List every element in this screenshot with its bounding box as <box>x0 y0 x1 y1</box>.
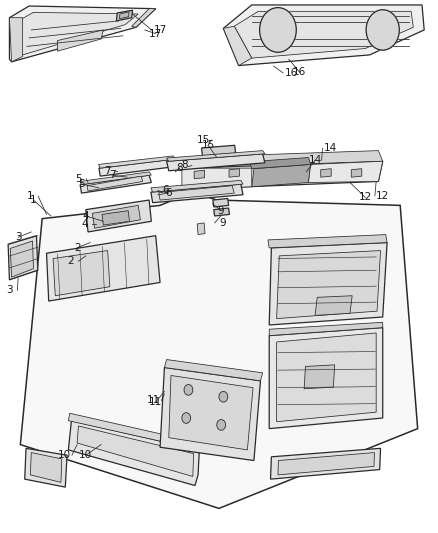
Text: 10: 10 <box>57 450 71 460</box>
Text: 2: 2 <box>74 243 81 253</box>
Polygon shape <box>159 185 234 200</box>
Polygon shape <box>132 9 155 27</box>
Polygon shape <box>57 30 103 51</box>
Text: 12: 12 <box>359 192 372 203</box>
Polygon shape <box>46 236 160 301</box>
Text: 9: 9 <box>218 206 225 216</box>
Polygon shape <box>269 328 383 429</box>
Polygon shape <box>271 448 381 479</box>
Polygon shape <box>80 175 151 193</box>
Polygon shape <box>87 176 143 191</box>
Polygon shape <box>201 146 236 156</box>
Polygon shape <box>197 223 205 235</box>
Text: 11: 11 <box>147 395 160 406</box>
Text: 4: 4 <box>82 211 89 221</box>
Text: 9: 9 <box>219 218 226 228</box>
Polygon shape <box>18 12 138 55</box>
Polygon shape <box>120 12 129 19</box>
Polygon shape <box>351 168 362 177</box>
Text: 6: 6 <box>166 188 172 198</box>
Polygon shape <box>102 211 130 225</box>
Polygon shape <box>182 161 383 189</box>
Circle shape <box>366 10 399 50</box>
Polygon shape <box>68 421 199 486</box>
Polygon shape <box>278 453 374 475</box>
Polygon shape <box>20 192 418 508</box>
Polygon shape <box>252 165 311 187</box>
Polygon shape <box>277 251 381 319</box>
Polygon shape <box>68 413 201 450</box>
Polygon shape <box>117 10 133 21</box>
Text: 16: 16 <box>293 68 307 77</box>
Circle shape <box>219 391 228 402</box>
Text: 16: 16 <box>284 68 298 78</box>
Text: 8: 8 <box>177 163 183 173</box>
Polygon shape <box>8 236 38 280</box>
Text: 15: 15 <box>197 135 210 145</box>
Text: 1: 1 <box>30 195 37 205</box>
Circle shape <box>260 7 296 52</box>
Text: 3: 3 <box>15 232 21 243</box>
Text: 15: 15 <box>201 140 215 150</box>
Text: 5: 5 <box>78 179 85 189</box>
Polygon shape <box>304 365 335 389</box>
Text: 14: 14 <box>324 143 337 154</box>
Circle shape <box>184 384 193 395</box>
Circle shape <box>182 413 191 423</box>
Polygon shape <box>229 168 240 177</box>
Polygon shape <box>166 151 265 161</box>
Polygon shape <box>169 375 253 450</box>
Polygon shape <box>182 168 252 189</box>
Polygon shape <box>11 241 33 277</box>
Text: 10: 10 <box>79 450 92 460</box>
Text: 7: 7 <box>104 166 111 176</box>
Text: 4: 4 <box>81 219 88 229</box>
Polygon shape <box>92 205 141 228</box>
Text: 8: 8 <box>181 160 187 171</box>
Text: 6: 6 <box>162 185 169 196</box>
Polygon shape <box>269 322 383 336</box>
Polygon shape <box>86 200 151 232</box>
Polygon shape <box>25 448 67 487</box>
Polygon shape <box>194 170 205 179</box>
Polygon shape <box>268 235 387 248</box>
Polygon shape <box>151 184 243 203</box>
Polygon shape <box>250 158 311 168</box>
Polygon shape <box>77 426 194 477</box>
Text: 1: 1 <box>27 191 34 201</box>
Polygon shape <box>10 18 22 62</box>
Text: 3: 3 <box>6 286 13 295</box>
Polygon shape <box>223 5 424 66</box>
Text: 11: 11 <box>149 397 162 407</box>
Text: 17: 17 <box>153 26 167 36</box>
Polygon shape <box>80 172 151 184</box>
Text: 5: 5 <box>75 174 82 184</box>
Polygon shape <box>277 333 376 422</box>
Polygon shape <box>213 198 229 207</box>
Polygon shape <box>315 296 352 316</box>
Polygon shape <box>99 156 175 168</box>
Text: 12: 12 <box>376 191 389 201</box>
Text: 2: 2 <box>67 256 74 266</box>
Polygon shape <box>151 180 243 192</box>
Polygon shape <box>10 6 155 62</box>
Text: 17: 17 <box>149 29 162 39</box>
Circle shape <box>217 419 226 430</box>
Polygon shape <box>269 243 387 325</box>
Text: 7: 7 <box>109 170 115 180</box>
Polygon shape <box>164 360 263 381</box>
Polygon shape <box>321 168 331 177</box>
Polygon shape <box>99 159 175 176</box>
Polygon shape <box>166 154 265 171</box>
Polygon shape <box>53 251 110 296</box>
Polygon shape <box>180 151 383 168</box>
Polygon shape <box>214 208 230 216</box>
Polygon shape <box>30 453 62 482</box>
Polygon shape <box>223 26 252 66</box>
Polygon shape <box>234 11 413 58</box>
Text: 14: 14 <box>308 155 321 165</box>
Polygon shape <box>160 368 261 461</box>
Polygon shape <box>308 161 383 182</box>
